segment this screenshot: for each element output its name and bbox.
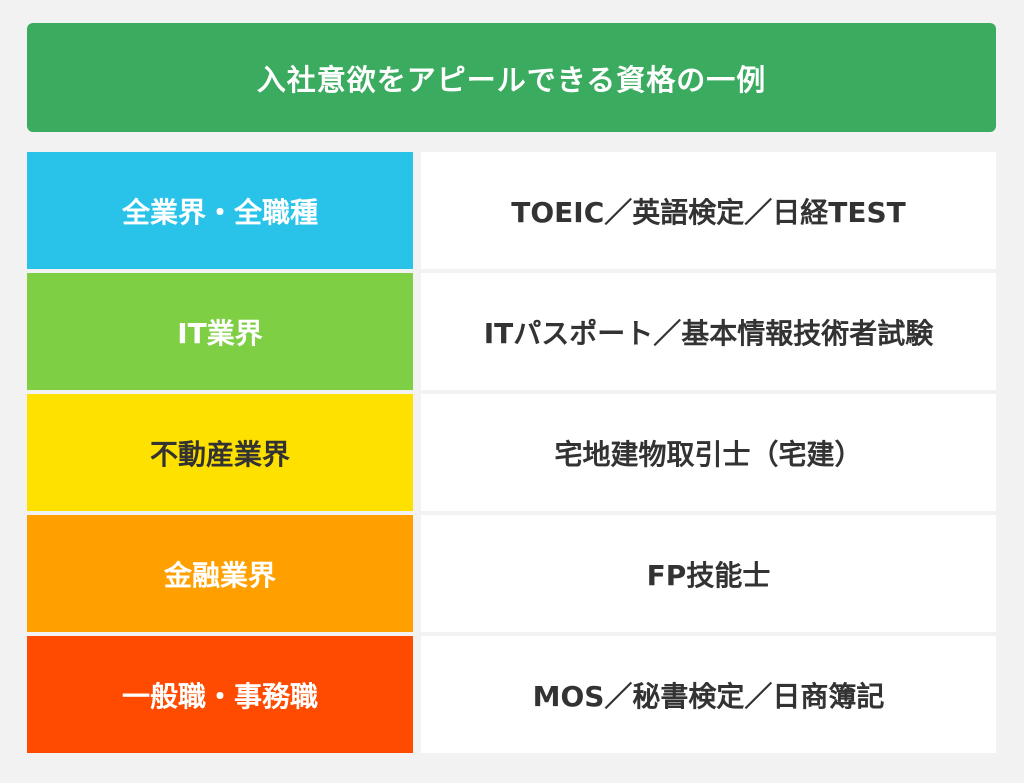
page-title: 入社意欲をアピールできる資格の一例 xyxy=(27,23,996,132)
qualification-cell: MOS／秘書検定／日商簿記 xyxy=(421,636,996,753)
qualification-cell: TOEIC／英語検定／日経TEST xyxy=(421,152,996,269)
table-row: IT業界 ITパスポート／基本情報技術者試験 xyxy=(27,273,996,390)
table-row: 全業界・全職種 TOEIC／英語検定／日経TEST xyxy=(27,152,996,269)
table-row: 金融業界 FP技能士 xyxy=(27,515,996,632)
qualification-cell: FP技能士 xyxy=(421,515,996,632)
table-row: 一般職・事務職 MOS／秘書検定／日商簿記 xyxy=(27,636,996,753)
qualification-cell: 宅地建物取引士（宅建） xyxy=(421,394,996,511)
qualification-cell: ITパスポート／基本情報技術者試験 xyxy=(421,273,996,390)
category-cell: 不動産業界 xyxy=(27,394,413,511)
category-cell: 全業界・全職種 xyxy=(27,152,413,269)
category-cell: 一般職・事務職 xyxy=(27,636,413,753)
category-cell: IT業界 xyxy=(27,273,413,390)
table-row: 不動産業界 宅地建物取引士（宅建） xyxy=(27,394,996,511)
category-cell: 金融業界 xyxy=(27,515,413,632)
